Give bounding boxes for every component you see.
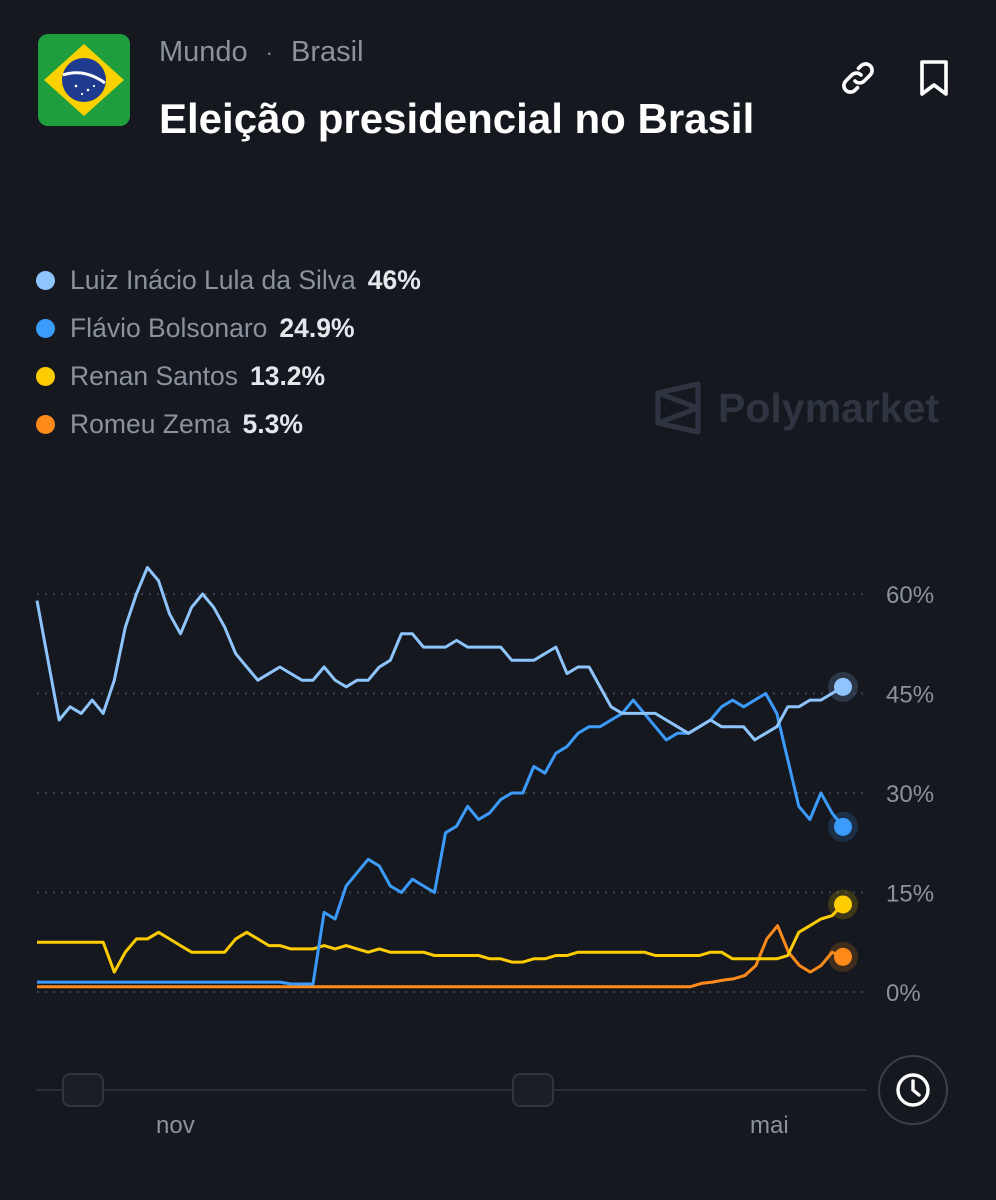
legend-item-flavio: Flávio Bolsonaro 24.9% [36, 304, 421, 352]
y-tick-label: 30% [886, 781, 934, 808]
series-line-2 [37, 903, 845, 974]
chart-legend: Luiz Inácio Lula da Silva 46% Flávio Bol… [36, 256, 421, 448]
polymarket-logo-icon [655, 381, 701, 435]
polymarket-watermark: Polymarket [654, 381, 939, 435]
link-icon[interactable] [836, 56, 880, 100]
endpoint-marker-1 [834, 817, 852, 836]
legend-value: 46% [367, 264, 421, 295]
y-tick-label: 0% [886, 980, 921, 1007]
slider-handle-left[interactable] [62, 1073, 104, 1107]
slider-handle-right[interactable] [512, 1073, 554, 1107]
legend-dot [36, 270, 55, 290]
time-range-slider[interactable] [36, 1066, 866, 1114]
breadcrumb-separator: · [265, 39, 273, 65]
watermark-text: Polymarket [718, 384, 940, 431]
series-line-0 [35, 566, 844, 742]
legend-dot [36, 318, 55, 338]
series-line-1 [37, 692, 845, 986]
legend-value: 5.3% [242, 408, 303, 439]
legend-item-renan: Renan Santos 13.2% [36, 352, 421, 400]
breadcrumb: Mundo · Brasil [159, 36, 364, 69]
x-axis-label-mai: mai [750, 1112, 789, 1139]
breadcrumb-brasil[interactable]: Brasil [291, 36, 364, 68]
y-tick-label: 45% [886, 682, 934, 709]
legend-value: 13.2% [249, 360, 326, 391]
slider-track [36, 1089, 866, 1091]
bookmark-icon[interactable] [912, 56, 956, 100]
endpoint-marker-3 [834, 947, 852, 966]
page-title: Eleição presidencial no Brasil [159, 95, 755, 142]
legend-item-zema: Romeu Zema 5.3% [36, 400, 421, 448]
endpoint-marker-0 [834, 677, 852, 696]
x-axis-label-nov: nov [156, 1112, 195, 1139]
legend-dot [36, 414, 55, 434]
legend-value: 24.9% [279, 312, 355, 343]
endpoint-marker-2 [834, 895, 852, 914]
y-tick-label: 60% [886, 582, 934, 609]
legend-dot [36, 366, 55, 386]
probability-line-chart: 60% 45% 30% 15% 0% [35, 566, 934, 1007]
legend-label: Romeu Zema [70, 408, 231, 439]
legend-item-lula: Luiz Inácio Lula da Silva 46% [36, 256, 421, 304]
y-tick-label: 15% [886, 881, 934, 908]
brazil-flag-icon [38, 34, 130, 126]
clock-icon[interactable] [878, 1055, 948, 1125]
legend-label: Luiz Inácio Lula da Silva [70, 264, 356, 295]
legend-label: Flávio Bolsonaro [70, 312, 268, 343]
breadcrumb-mundo[interactable]: Mundo [159, 36, 248, 68]
legend-label: Renan Santos [70, 360, 238, 391]
series-line-3 [37, 924, 844, 989]
